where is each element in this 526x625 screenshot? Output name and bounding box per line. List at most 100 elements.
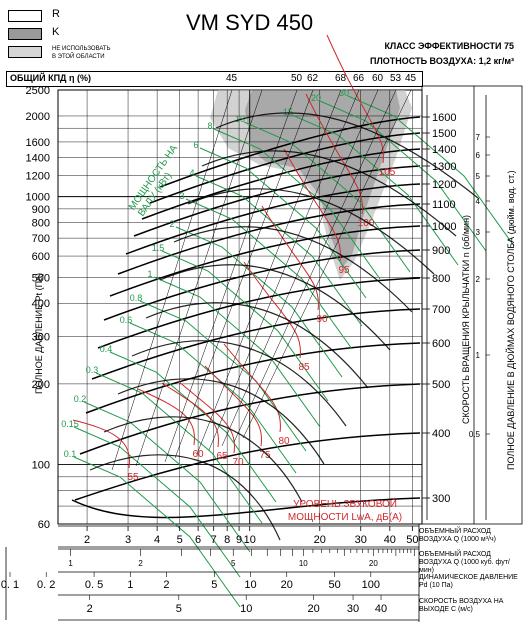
noise-line-label: 55 [127,472,139,483]
inch-tick-label: 3 [476,228,481,237]
performance-curves [89,112,479,541]
y-tick-label: 1200 [26,170,50,182]
speed-line [71,497,421,519]
speed-line [117,203,421,275]
c-tick-label: 10 [240,603,252,615]
power-line [185,198,353,350]
y-tick-label: 400 [32,298,50,310]
speed-tick-label: 300 [432,493,450,505]
power-line-label: 30 [339,88,349,98]
c-tick-label: 40 [375,603,387,615]
efficiency-bar [6,71,423,87]
c-tick-label: 30 [347,603,359,615]
performance-curve [187,188,435,275]
performance-curve [201,150,457,237]
performance-curve [215,112,479,199]
power-line-label: 0.1 [64,449,77,459]
inch-tick-label: 2 [476,275,481,284]
speed-tick-label: 900 [432,245,450,257]
power-line-label: 2 [169,219,174,229]
noise-line [243,261,302,359]
pd-tick-label: 0. 5 [85,579,103,591]
y-tick-label: 600 [32,251,50,263]
noise-line [305,93,364,215]
inch-tick-label: 4 [476,197,481,206]
speed-tick-label: 1300 [432,161,456,173]
speed-tick-label: 400 [432,428,450,440]
power-line-label: 1 [147,269,152,279]
inch-axis-label: ПОЛНОЕ ДАВЛЕНИЕ В ДЮЙМАХ ВОДЯНОГО СТОЛБА… [506,170,516,470]
power-line [73,426,241,578]
efficiency-class: КЛАСС ЭФФЕКТИВНОСТИ 75 [384,41,514,51]
q-tick-label: 20 [314,534,326,546]
speed-tick-label: 1500 [432,128,456,140]
inch-tick-label: 6 [476,151,481,160]
speed-tick-label: 1600 [432,112,456,124]
legend-label-forbidden-2: В ЭТОЙ ОБЛАСТИ [52,54,105,60]
y-tick-label: 700 [32,233,50,245]
performance-curve [173,226,413,313]
efficiency-line [174,89,314,459]
q-tick-label: 7 [211,534,217,546]
bottom-scale-label-1: ОБЪЕМНЫЙ РАСХОД ВОЗДУХА Q (1000 м³/ч) [419,528,496,543]
legend-label-forbidden-1: НЕ ИСПОЛЬЗОВАТЬ [52,46,111,52]
efficiency-line [135,89,263,467]
efficiency-tick-label: 60 [372,73,384,84]
noise-line [204,365,262,447]
speed-line [79,383,421,455]
pd-tick-label: 0. 2 [37,579,55,591]
y-tick-label: 900 [32,204,50,216]
speed-line [91,308,421,380]
speed-tick-label: 800 [432,273,450,285]
power-line [291,114,459,266]
speed-line [141,148,421,220]
speed-tick-label: 1000 [432,221,456,233]
efficiency-line [233,89,397,443]
c-tick-label: 2 [87,603,93,615]
q-tick-label: 6 [195,534,201,546]
performance-curve [145,302,369,389]
noise-line [261,205,320,311]
q-tick-label: 9 [236,534,242,546]
bottom-scale-label-4: СКОРОСТЬ ВОЗДУХА НА ВЫХОДЕ С (м/с) [419,598,504,613]
efficiency-tick-label: 45 [226,73,238,84]
speed-lines [71,116,421,519]
y-tick-label: 200 [32,379,50,391]
efficiency-line [208,89,360,451]
legend-label-r: R [52,8,60,20]
inch-tick-label: 7 [476,133,481,142]
cfm-tick-label: 5 [231,559,236,568]
noise-line [223,343,281,433]
power-line [195,175,363,327]
noise-line-label: 85 [298,362,310,373]
speed-tick-label: 600 [432,338,450,350]
power-line-label: 20 [311,93,321,103]
q-tick-label: 10 [244,534,256,546]
inch-tick-label: 5 [476,172,481,181]
q-tick-label: 8 [224,534,230,546]
y-tick-label: 300 [32,332,50,344]
power-line [95,372,263,524]
speed-tick-label: 500 [432,379,450,391]
efficiency-tick-label: 50 [291,73,303,84]
cfm-tick-label: 2 [138,559,143,568]
pd-tick-label: 2 [163,579,169,591]
speed-axis-label: СКОРОСТЬ ВРАЩЕНИЯ КРЫЛЬЧАТКИ n (об/мин) [461,214,471,424]
power-line-label: 6 [193,140,198,150]
noise-line-label: 100 [358,218,375,229]
y-axis-label: ПОЛНОЕ ДАВЛЕНИЕ Pt (Па) [34,272,44,394]
noise-line-label: 90 [316,314,328,325]
power-line [213,128,381,280]
y-tick-label: 500 [32,272,50,284]
speed-line [133,165,421,237]
power-line [129,322,297,474]
air-density: ПЛОТНОСТЬ ВОЗДУХА: 1,2 кг/м³ [370,56,514,66]
power-line-label: 15 [283,107,293,117]
q-tick-label: 5 [177,534,183,546]
right-panel [421,85,523,525]
q-tick-label: 50 [406,534,418,546]
c-tick-label: 5 [176,603,182,615]
speed-line [97,277,421,349]
noise-line-label: 60 [192,449,204,460]
bottom-scale-label-2: ОБЪЕМНЫЙ РАСХОД ВОЗДУХА Q (1000 куб. фут… [419,551,510,574]
